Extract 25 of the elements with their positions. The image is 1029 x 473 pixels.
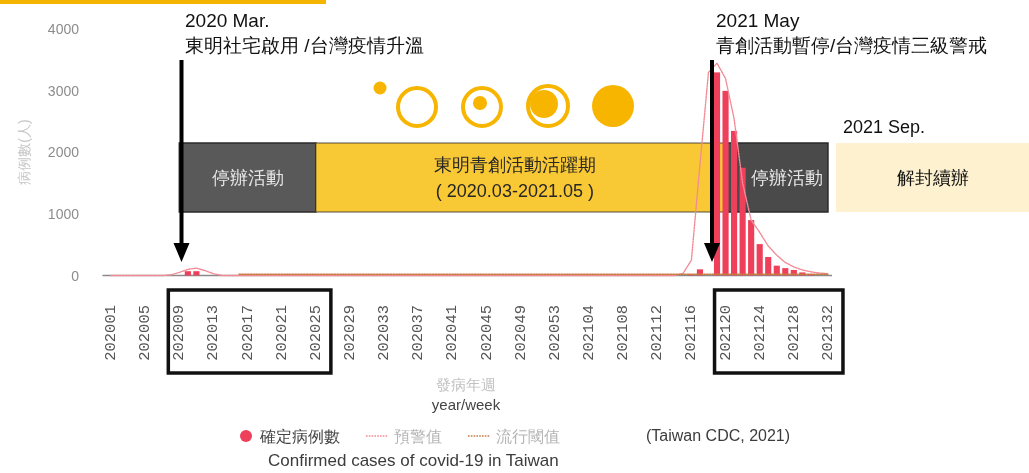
x-tick-label: 202017 <box>238 305 257 361</box>
x-tick-label: 202037 <box>409 305 428 361</box>
x-tick-label: 202021 <box>272 305 291 361</box>
x-tick-label: 202041 <box>443 305 462 361</box>
x-tick-label: 202025 <box>306 305 325 361</box>
x-tick-label: 202108 <box>614 305 633 361</box>
x-tick-label: 202116 <box>682 305 701 361</box>
x-tick-label: 202049 <box>511 305 530 361</box>
x-tick-label: 202033 <box>375 305 394 361</box>
x-tick-label: 202013 <box>204 305 223 361</box>
legend-label: 確定病例數 <box>259 427 340 445</box>
legend-label: 預警值 <box>394 427 442 445</box>
x-tick-label: 202045 <box>477 305 496 361</box>
x-tick-label: 202128 <box>784 305 803 361</box>
x-tick-label: 202009 <box>170 305 189 361</box>
x-tick-label: 202005 <box>136 305 155 361</box>
x-tick-label: 202104 <box>579 305 598 361</box>
x-tick-label: 202112 <box>648 305 667 361</box>
x-tick-label: 202053 <box>545 305 564 361</box>
x-tick-label: 202001 <box>102 305 121 361</box>
x-tick-label: 202029 <box>341 305 360 361</box>
legend-label: 流行閾值 <box>496 427 560 445</box>
x-tick-label: 202120 <box>716 305 735 361</box>
x-tick-label: 202132 <box>818 305 837 361</box>
x-tick-label: 202124 <box>750 305 769 361</box>
